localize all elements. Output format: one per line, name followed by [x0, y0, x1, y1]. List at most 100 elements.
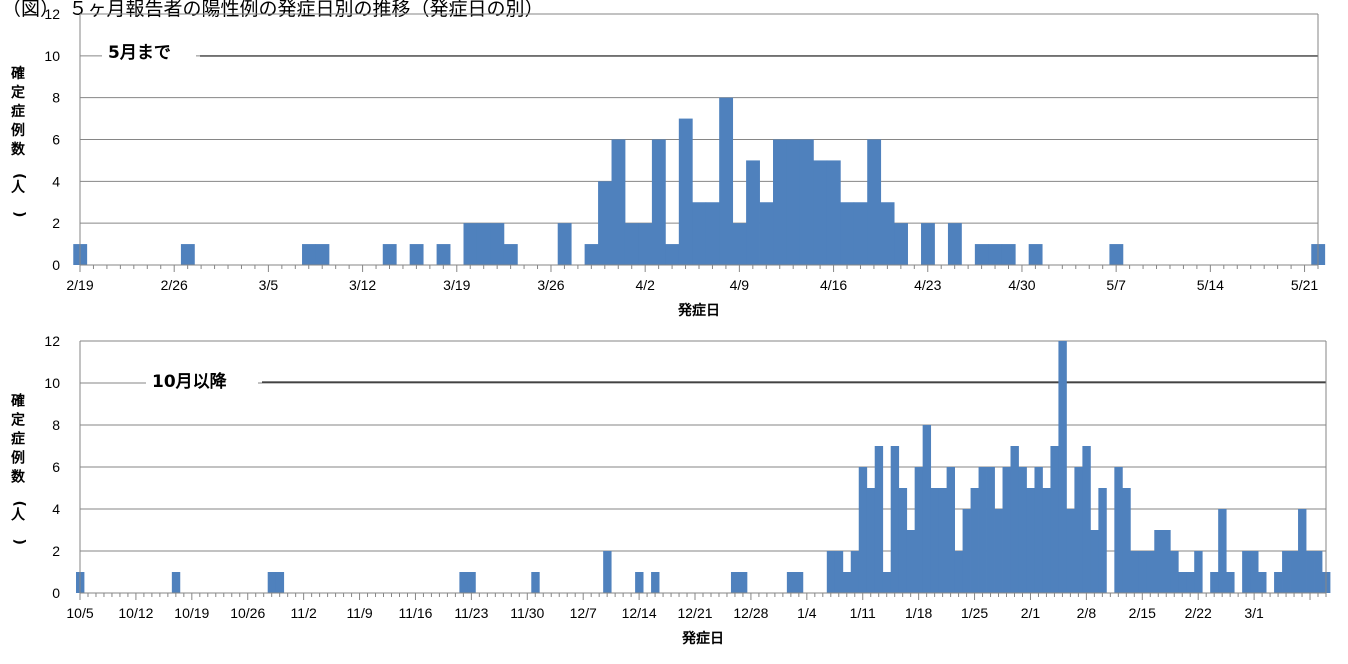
- bar: [930, 488, 940, 593]
- y-axis-label: 確定症例数(人): [11, 393, 27, 545]
- chart-bottom: 0 2 4 6 8 10 12 10月以降 10/5 10/12 10/19 10/26 11/2 11/…: [11, 333, 1331, 647]
- bar: [624, 223, 639, 265]
- bar: [598, 181, 612, 265]
- bar: [962, 509, 971, 593]
- bar: [866, 488, 876, 593]
- y-tick-label: 6: [52, 459, 60, 475]
- bar: [970, 488, 979, 593]
- x-tick-label: 3/5: [259, 277, 279, 293]
- x-tick-label: 11/30: [510, 605, 544, 621]
- bar: [1258, 572, 1267, 593]
- bar: [1050, 446, 1059, 593]
- bar: [1026, 488, 1035, 593]
- x-tick-label: 12/7: [570, 605, 597, 621]
- bar: [267, 572, 277, 593]
- bar: [921, 223, 935, 265]
- chart-annotation: 10月以降: [152, 371, 228, 392]
- y-tick-label: 10: [44, 48, 60, 64]
- bar: [898, 488, 908, 593]
- bar: [938, 488, 948, 593]
- bar: [1042, 488, 1051, 593]
- bar: [1082, 446, 1091, 593]
- bar: [1314, 551, 1323, 593]
- bar: [874, 446, 884, 593]
- x-tick-label: 4/2: [635, 277, 655, 293]
- bar: [1130, 551, 1139, 593]
- bar: [746, 160, 760, 265]
- bar: [842, 572, 852, 593]
- bar: [1034, 467, 1043, 593]
- bar: [1002, 467, 1011, 593]
- x-tick-label: 4/23: [914, 277, 941, 293]
- bar: [906, 530, 916, 593]
- bar: [638, 223, 653, 265]
- bar: [1226, 572, 1235, 593]
- y-tick-label: 12: [44, 6, 60, 22]
- bar: [1154, 530, 1163, 593]
- annotation-bg: [102, 40, 196, 64]
- bar: [880, 202, 895, 265]
- bar: [651, 572, 660, 593]
- x-tick-label: 3/26: [537, 277, 564, 293]
- bar: [853, 202, 868, 265]
- x-tick-label: 4/16: [820, 277, 847, 293]
- x-tick-label: 11/16: [398, 605, 432, 621]
- bar: [467, 572, 476, 593]
- chart-annotation: 5月まで: [108, 43, 171, 63]
- bar: [1066, 509, 1075, 593]
- bar: [759, 202, 774, 265]
- bar: [978, 467, 987, 593]
- bar: [1109, 244, 1124, 265]
- y-tick-label: 10: [44, 375, 60, 391]
- bar: [1114, 467, 1123, 593]
- bar: [1290, 551, 1299, 593]
- bar: [705, 202, 720, 265]
- bar: [1210, 572, 1219, 593]
- bar: [858, 467, 868, 593]
- bar: [954, 551, 963, 593]
- bar: [436, 244, 451, 265]
- y-tick-label: 8: [52, 90, 60, 106]
- x-tick-label: 10/19: [174, 605, 209, 621]
- bar: [786, 572, 796, 593]
- bar: [692, 202, 707, 265]
- bar: [738, 572, 748, 593]
- bar: [463, 223, 478, 265]
- bar: [1010, 446, 1019, 593]
- x-tick-label: 5/14: [1197, 277, 1224, 293]
- bar: [1178, 572, 1187, 593]
- bar: [732, 223, 747, 265]
- bar: [1194, 551, 1203, 593]
- bar: [773, 139, 787, 265]
- bar: [994, 509, 1003, 593]
- x-tick-label: 5/21: [1291, 277, 1318, 293]
- page-title: （図） ５ヶ月報告者の陽性例の発症日別の推移（発症日の別）: [2, 0, 544, 20]
- bar: [171, 572, 181, 593]
- bar: [1074, 467, 1083, 593]
- bar: [1250, 551, 1259, 593]
- bar: [651, 139, 666, 265]
- x-tick-label: 4/9: [730, 277, 750, 293]
- bar: [882, 572, 892, 593]
- annotation-bg: [146, 369, 258, 393]
- bar: [459, 572, 468, 593]
- bar: [490, 223, 505, 265]
- x-tick-label: 1/11: [850, 605, 876, 621]
- bar: [1306, 551, 1315, 593]
- bar: [382, 244, 397, 265]
- y-tick-label: 4: [52, 501, 60, 517]
- bar: [665, 244, 680, 265]
- bar: [1274, 572, 1283, 593]
- bar: [786, 139, 801, 265]
- bar: [1122, 488, 1131, 593]
- x-tick-label: 2/26: [161, 277, 188, 293]
- bar: [914, 467, 924, 593]
- x-tick-label: 4/30: [1008, 277, 1035, 293]
- x-tick-label: 12/28: [733, 605, 768, 621]
- bar: [947, 223, 962, 265]
- bar: [890, 446, 900, 593]
- bar: [1098, 488, 1107, 593]
- bar: [180, 244, 195, 265]
- x-tick-label: 3/1: [1244, 605, 1264, 621]
- x-tick-label: 10/5: [66, 605, 93, 621]
